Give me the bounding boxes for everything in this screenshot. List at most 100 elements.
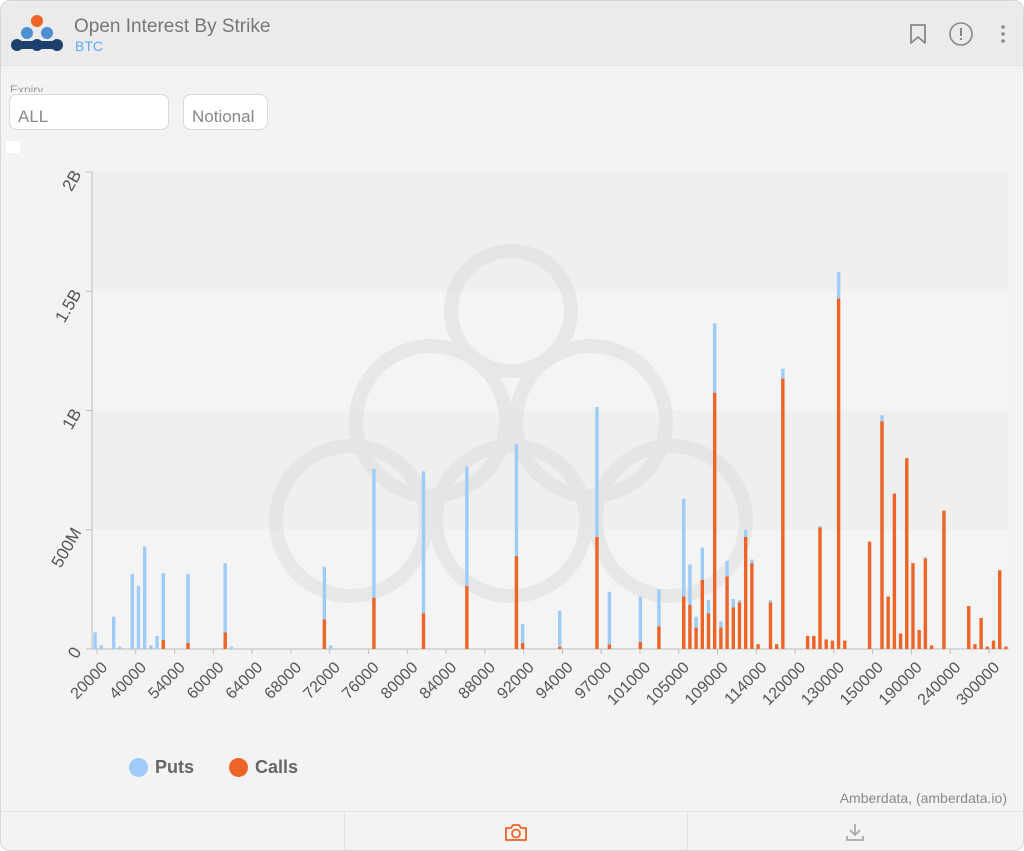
x-tick-label: 20000 — [68, 659, 112, 703]
bar-puts — [514, 443, 519, 556]
bar-calls — [372, 597, 376, 649]
bar-calls — [688, 604, 692, 649]
footer-divider — [687, 812, 688, 850]
bookmark-icon[interactable] — [905, 21, 931, 47]
bar-puts — [99, 645, 103, 649]
bar-calls — [830, 640, 835, 649]
bar-puts — [161, 573, 165, 640]
bar-calls — [750, 563, 754, 649]
bar-calls — [737, 602, 742, 649]
chart-title: Open Interest By Strike — [74, 16, 271, 37]
bar-puts — [421, 471, 426, 614]
asset-subtitle: BTC — [75, 38, 103, 54]
bar-calls — [657, 626, 661, 649]
bar-puts — [223, 563, 227, 633]
bar-calls — [768, 602, 773, 649]
legend-calls[interactable]: Calls — [229, 757, 298, 778]
card-footer — [1, 811, 1023, 850]
bar-calls — [700, 579, 705, 649]
bar-calls — [805, 635, 810, 649]
watermark-ring — [349, 339, 513, 503]
bar-calls — [843, 640, 847, 649]
bar-calls — [731, 607, 735, 649]
x-tick-label: 300000 — [953, 659, 1003, 709]
more-vertical-icon[interactable] — [990, 21, 1016, 47]
bar-puts — [880, 415, 884, 422]
bar-calls — [979, 617, 983, 649]
bar-calls — [973, 644, 977, 649]
expiry-select[interactable]: ALL — [9, 94, 169, 130]
bar-puts — [328, 645, 333, 649]
bar-calls — [607, 644, 612, 649]
footer-divider — [344, 812, 345, 850]
checkbox[interactable] — [6, 141, 20, 153]
bar-puts — [607, 591, 612, 645]
bar-puts — [688, 564, 692, 605]
bar-calls — [998, 570, 1002, 649]
bar-puts — [136, 585, 141, 649]
x-tick-label: 94000 — [533, 659, 577, 703]
expiry-label: Expiry — [10, 83, 44, 92]
legend-calls-label: Calls — [255, 757, 299, 777]
card-header: Open Interest By Strike BTC — [1, 1, 1023, 66]
bar-calls — [706, 613, 711, 649]
bar-calls — [558, 646, 562, 649]
bar-calls — [942, 510, 946, 649]
bar-calls — [781, 378, 785, 649]
bar-calls — [905, 458, 909, 649]
x-tick-label: 109000 — [682, 659, 732, 709]
expiry-select-value: ALL — [18, 107, 49, 126]
bar-puts — [93, 632, 97, 649]
bar-puts — [322, 566, 327, 620]
x-tick-label: 68000 — [262, 659, 306, 703]
bar-calls — [514, 555, 519, 649]
bar-puts — [923, 557, 928, 559]
camera-button[interactable] — [344, 812, 687, 850]
bar-calls — [161, 639, 165, 649]
measure-select-value: Notional — [192, 107, 255, 126]
x-tick-label: 92000 — [494, 659, 538, 703]
bar-calls — [743, 536, 748, 649]
download-icon — [846, 824, 864, 841]
x-tick-label: 80000 — [378, 659, 422, 703]
credit-text: Amberdata, (amberdata.io) — [839, 790, 1007, 806]
bar-puts — [142, 546, 147, 649]
bar-puts — [781, 368, 785, 379]
y-tick-label: 1B — [58, 405, 85, 433]
legend-puts-swatch — [129, 758, 148, 777]
bar-calls — [421, 613, 426, 649]
bar-calls — [917, 629, 921, 649]
download-button[interactable] — [687, 812, 1023, 850]
bar-puts — [595, 406, 599, 537]
bar-puts — [155, 635, 159, 649]
x-tick-label: 84000 — [417, 659, 461, 703]
info-circle-icon[interactable] — [948, 21, 974, 47]
legend-puts[interactable]: Puts — [129, 757, 194, 778]
bar-calls — [520, 643, 525, 649]
bar-calls — [967, 606, 971, 649]
bar-calls — [991, 640, 996, 649]
y-tick-label: 500M — [48, 524, 86, 570]
bar-puts — [706, 600, 711, 614]
y-tick-label: 0 — [64, 644, 85, 662]
bar-calls — [694, 627, 698, 649]
x-tick-label: 72000 — [300, 659, 344, 703]
open-interest-chart: 0 500M 1B 1.5B 2B 200004000054000600006400068… — [48, 167, 1009, 709]
measure-select[interactable]: Notional — [183, 94, 268, 130]
legend-calls-swatch — [229, 758, 248, 777]
bar-calls — [818, 527, 822, 649]
camera-icon — [504, 824, 527, 841]
bar-calls — [985, 646, 990, 649]
x-tick-label: 60000 — [184, 659, 228, 703]
bar-calls — [929, 645, 934, 649]
bar-calls — [756, 644, 760, 649]
x-tick-label: 54000 — [145, 659, 189, 703]
bar-calls — [836, 298, 841, 649]
bar-puts — [818, 526, 822, 528]
bar-puts — [111, 616, 116, 649]
bar-calls — [911, 563, 915, 649]
bar-calls — [923, 558, 928, 649]
bar-puts — [737, 600, 742, 603]
bar-calls — [719, 627, 723, 649]
